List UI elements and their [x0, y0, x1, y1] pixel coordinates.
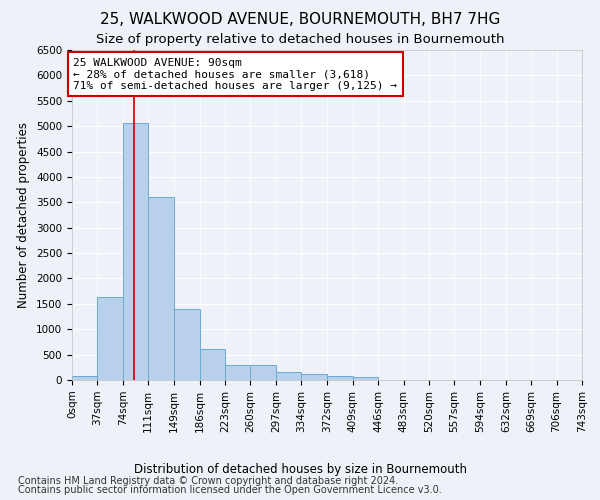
- Y-axis label: Number of detached properties: Number of detached properties: [17, 122, 31, 308]
- Bar: [97, 296, 123, 380]
- Text: Contains HM Land Registry data © Crown copyright and database right 2024.: Contains HM Land Registry data © Crown c…: [18, 476, 398, 486]
- Bar: [301, 374, 326, 380]
- Bar: [250, 366, 276, 380]
- Bar: [72, 376, 97, 380]
- Bar: [276, 372, 301, 380]
- Bar: [353, 377, 378, 380]
- Bar: [328, 376, 353, 380]
- Text: Contains public sector information licensed under the Open Government Licence v3: Contains public sector information licen…: [18, 485, 442, 495]
- Text: 25 WALKWOOD AVENUE: 90sqm
← 28% of detached houses are smaller (3,618)
71% of se: 25 WALKWOOD AVENUE: 90sqm ← 28% of detac…: [73, 58, 397, 91]
- Bar: [200, 349, 225, 380]
- Text: 25, WALKWOOD AVENUE, BOURNEMOUTH, BH7 7HG: 25, WALKWOOD AVENUE, BOURNEMOUTH, BH7 7H…: [100, 12, 500, 28]
- Text: Size of property relative to detached houses in Bournemouth: Size of property relative to detached ho…: [96, 32, 504, 46]
- Bar: [174, 310, 200, 380]
- Bar: [148, 197, 173, 380]
- Bar: [123, 123, 148, 380]
- Text: Distribution of detached houses by size in Bournemouth: Distribution of detached houses by size …: [133, 462, 467, 475]
- Bar: [225, 365, 250, 380]
